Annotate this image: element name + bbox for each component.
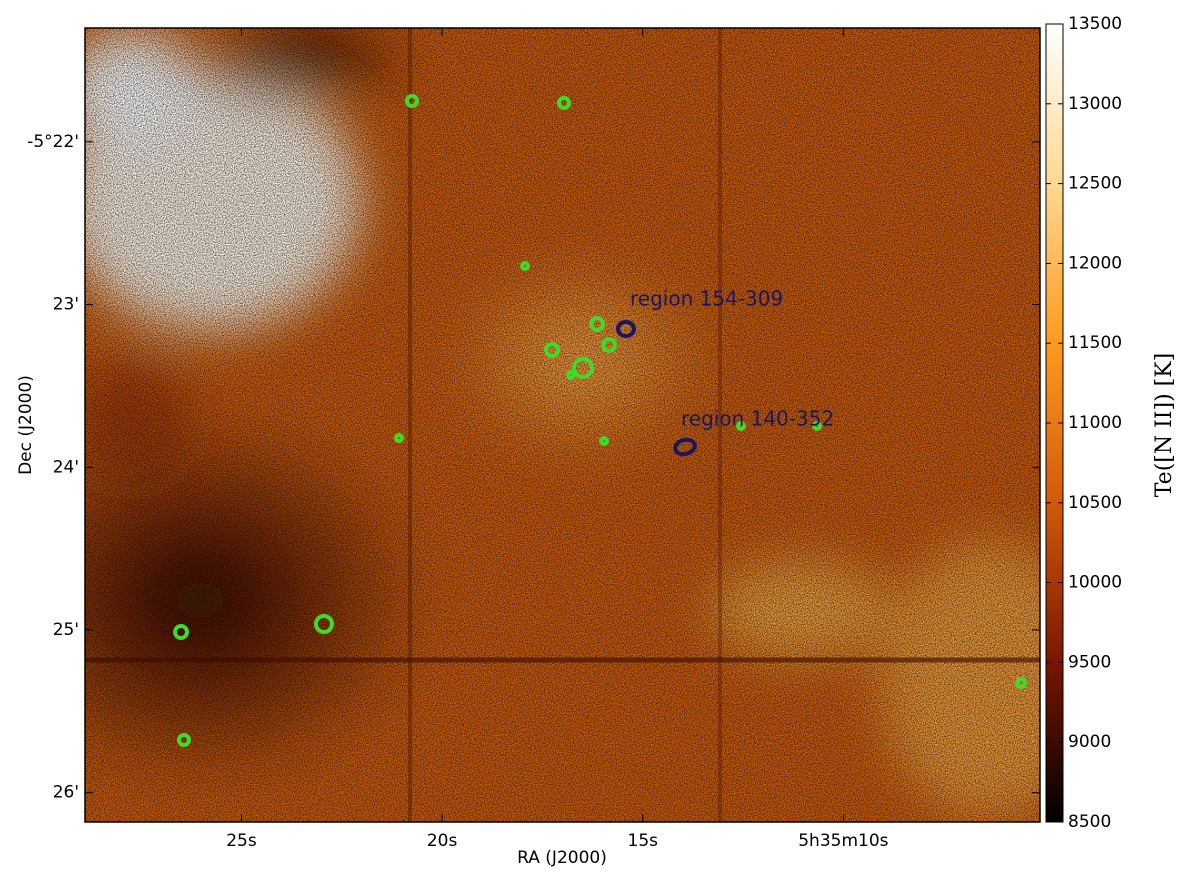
x-tick-label: 5h35m10s	[798, 831, 888, 851]
colorbar-tick-label: 8500	[1068, 812, 1111, 832]
y-tick-label: 25'	[53, 620, 79, 640]
colorbar-tick-label: 13000	[1068, 94, 1122, 114]
y-tick-label: 23'	[53, 295, 79, 315]
colorbar-tick-label: 11000	[1068, 413, 1122, 433]
x-axis-label: RA (J2000)	[517, 848, 607, 868]
colorbar-tick-label: 12000	[1068, 253, 1122, 273]
y-axis-label: Dec (J2000)	[16, 375, 36, 475]
colorbar-tick-label: 9500	[1068, 652, 1111, 672]
colorbar-tick-label: 10000	[1068, 573, 1122, 593]
annotation: region 140-352	[681, 407, 834, 431]
colorbar-tick-label: 11500	[1068, 333, 1122, 353]
colorbar-tick-label: 9000	[1068, 732, 1111, 752]
y-tick-label: -5°22'	[27, 132, 79, 152]
y-tick-label: 26'	[53, 783, 79, 803]
annotation: region 154-309	[630, 287, 783, 311]
x-tick-label: 15s	[628, 831, 659, 851]
colorbar-label: Te([N II]) [K]	[1152, 353, 1177, 498]
x-tick-label: 20s	[427, 831, 458, 851]
colorbar-tick-label: 13500	[1068, 14, 1122, 34]
y-tick-label: 24'	[53, 457, 79, 477]
source-markers	[173, 94, 1027, 747]
plot-frame	[84, 27, 1041, 823]
temperature-image	[85, 28, 1040, 822]
region-ellipses	[616, 320, 697, 457]
colorbar-tick-label: 12500	[1068, 174, 1122, 194]
x-tick-label: 25s	[226, 831, 257, 851]
colorbar-tick-label: 10500	[1068, 493, 1122, 513]
